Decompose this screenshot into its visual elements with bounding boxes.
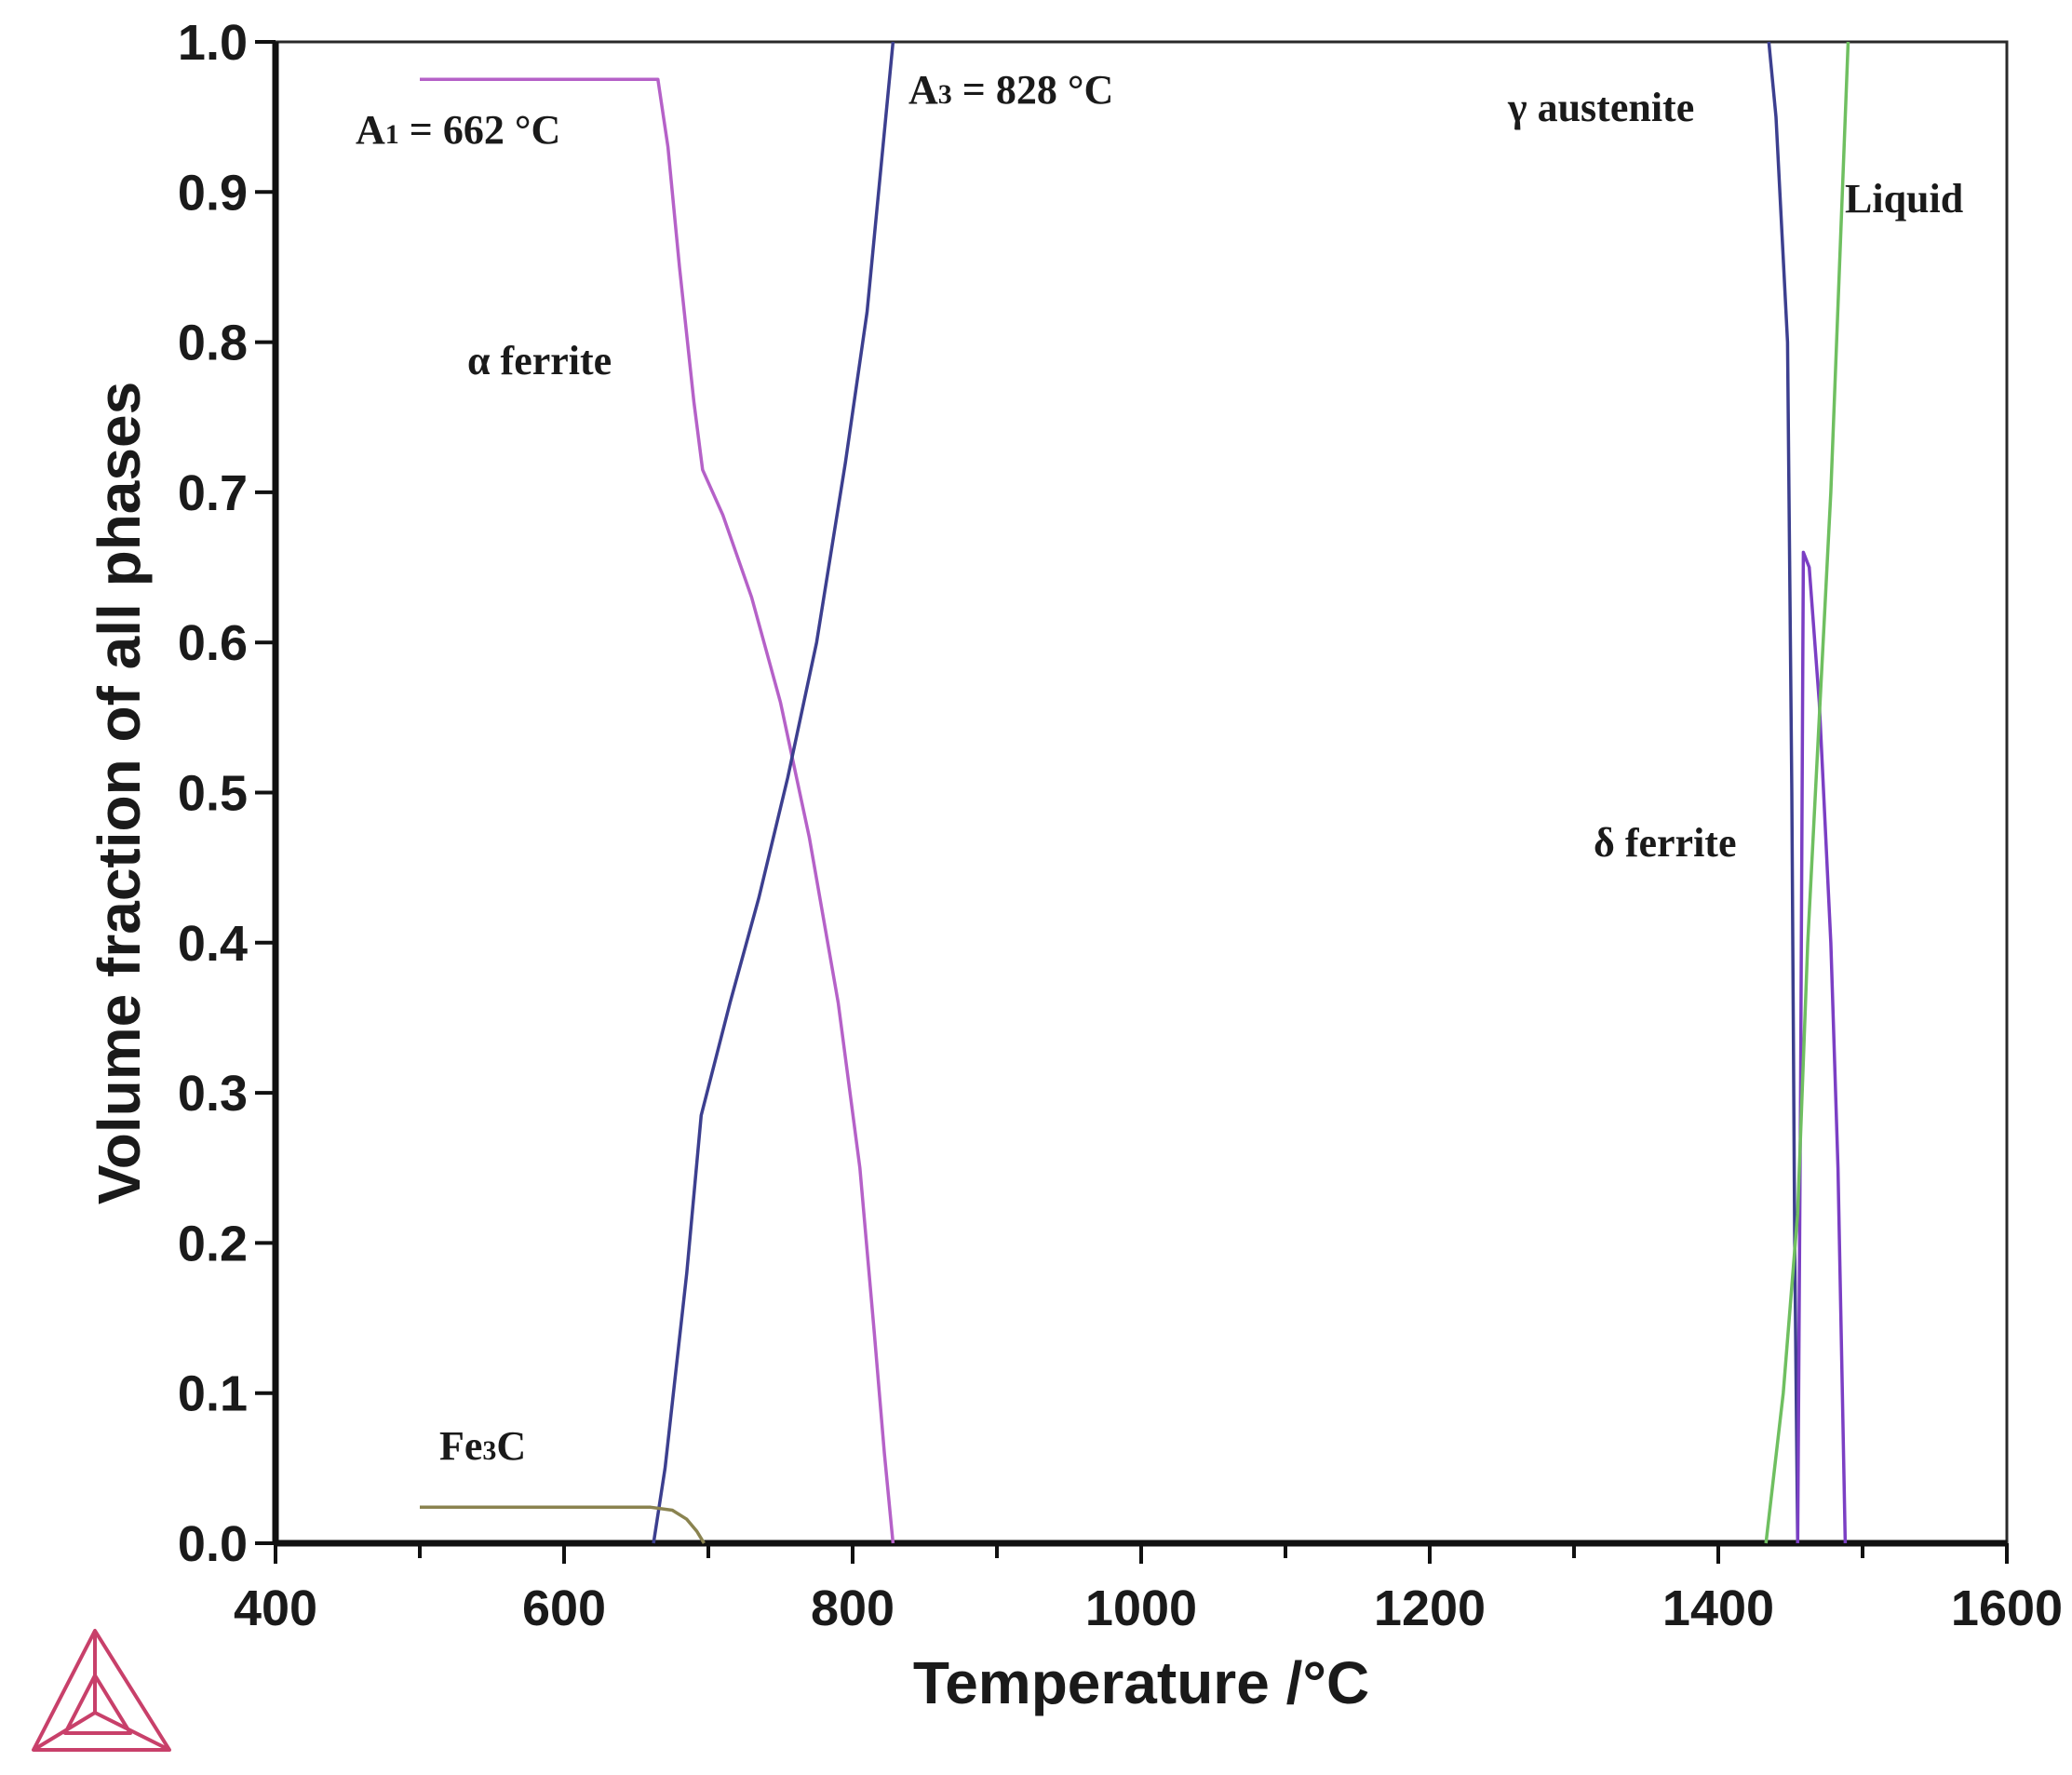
- series-line-1: [420, 77, 895, 1544]
- x-tick-label: 1200: [1374, 1580, 1486, 1636]
- alpha-ferrite-label: α ferrite: [467, 338, 612, 383]
- x-tick-label: 1600: [1951, 1580, 2063, 1636]
- y-tick-label: 0.3: [178, 1066, 248, 1122]
- logo-inner: [63, 1674, 132, 1735]
- a3-main: A: [908, 67, 938, 113]
- x-tick-label: 1000: [1085, 1580, 1197, 1636]
- y-axis-label: Volume fraction of all phases: [86, 382, 153, 1204]
- delta-ferrite-label: δ ferrite: [1594, 820, 1736, 866]
- series-line-4: [1767, 41, 1800, 1544]
- a3-subscript: 3: [938, 79, 952, 110]
- axis-tick-labels: 400 600 800 1000 1200 1400 1600 0.0 0.1 0.2 0.3 0.4…: [178, 15, 2063, 1636]
- series-layer: [420, 41, 1850, 1544]
- plot-frame: [274, 40, 2009, 1545]
- tetrahedron-logo: [32, 1629, 171, 1752]
- a1-rest: = 662 °C: [399, 107, 560, 153]
- y-tick-label: 0.2: [178, 1216, 248, 1271]
- liquid-label: Liquid: [1845, 176, 1963, 222]
- y-tick-label: 0.0: [178, 1516, 248, 1572]
- y-tick-label: 1.0: [178, 15, 248, 71]
- a1-main: A: [356, 107, 385, 153]
- a3-annotation: A3 = 828 °C: [908, 67, 1113, 113]
- a1-subscript: 1: [385, 119, 399, 150]
- y-tick-label: 0.5: [178, 766, 248, 822]
- series-line-6: [1764, 41, 1850, 1544]
- x-axis-label: Temperature /°C: [913, 1649, 1369, 1716]
- y-tick-label: 0.6: [178, 615, 248, 671]
- a3-rest: = 828 °C: [952, 67, 1113, 113]
- x-tick-label: 800: [811, 1580, 895, 1636]
- fe3c-main: Fe: [439, 1423, 482, 1469]
- x-tick-label: 400: [234, 1580, 317, 1636]
- gamma-austenite-label: γ austenite: [1507, 85, 1694, 130]
- y-tick-label: 0.7: [178, 465, 248, 521]
- x-tick-label: 600: [522, 1580, 606, 1636]
- axis-ticks: [255, 40, 2009, 1564]
- fe3c-annotation: Fe3C: [439, 1423, 526, 1469]
- y-tick-label: 0.9: [178, 165, 248, 221]
- fe3c-rest: C: [496, 1423, 526, 1469]
- y-tick-label: 0.8: [178, 316, 248, 371]
- x-tick-label: 1400: [1662, 1580, 1774, 1636]
- fe3c-subscript: 3: [482, 1435, 496, 1466]
- logo-outline: [32, 1629, 171, 1752]
- y-tick-label: 0.4: [178, 916, 248, 972]
- a1-annotation: A1 = 662 °C: [356, 107, 560, 153]
- series-line-2: [652, 41, 895, 1544]
- y-tick-label: 0.1: [178, 1366, 248, 1422]
- logo-edge-mid-right: [94, 1711, 170, 1752]
- series-line-3: [420, 1505, 706, 1544]
